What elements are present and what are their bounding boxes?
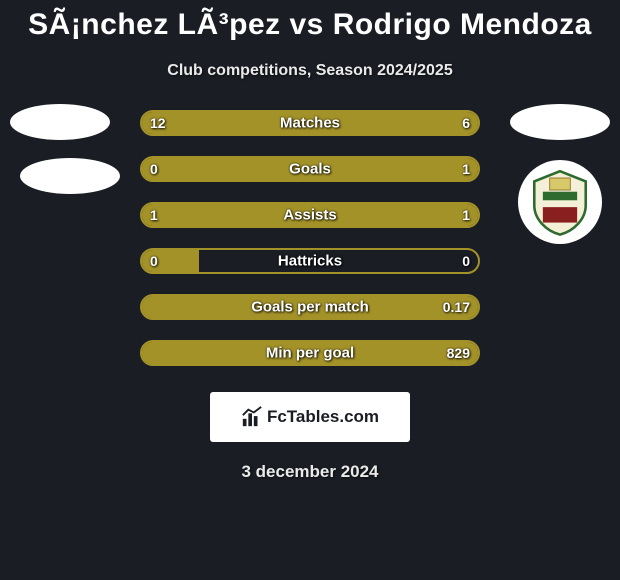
source-logo: FcTables.com bbox=[210, 392, 410, 442]
stat-row: Assists11 bbox=[140, 202, 480, 228]
player1-avatar-bottom bbox=[20, 158, 120, 194]
bar-fill-right bbox=[366, 112, 478, 134]
stats-area: Matches126 Goals01 Assists11 Hattricks00 Goa… bbox=[0, 110, 620, 366]
bar-fill-left bbox=[142, 112, 366, 134]
bar-track bbox=[140, 340, 480, 366]
stat-row: Matches126 bbox=[140, 110, 480, 136]
chart-icon bbox=[241, 406, 263, 428]
stat-row: Min per goal829 bbox=[140, 340, 480, 366]
date-label: 3 december 2024 bbox=[0, 462, 620, 482]
bar-track bbox=[140, 294, 480, 320]
bar-track bbox=[140, 110, 480, 136]
bar-fill-left bbox=[142, 204, 310, 226]
player2-club-crest bbox=[518, 160, 602, 244]
bar-fill-right bbox=[142, 342, 478, 364]
stat-row: Hattricks00 bbox=[140, 248, 480, 274]
logo-text: FcTables.com bbox=[267, 407, 379, 427]
bar-track bbox=[140, 248, 480, 274]
stat-bars: Matches126 Goals01 Assists11 Hattricks00 Goa… bbox=[140, 110, 480, 366]
player2-avatar-top bbox=[510, 104, 610, 140]
comparison-infographic: SÃ¡nchez LÃ³pez vs Rodrigo Mendoza Club … bbox=[0, 0, 620, 482]
subtitle: Club competitions, Season 2024/2025 bbox=[0, 62, 620, 80]
page-title: SÃ¡nchez LÃ³pez vs Rodrigo Mendoza bbox=[0, 8, 620, 42]
club-crest-icon bbox=[524, 166, 596, 238]
stat-row: Goals01 bbox=[140, 156, 480, 182]
bar-track bbox=[140, 202, 480, 228]
player1-avatar-top bbox=[10, 104, 110, 140]
stat-row: Goals per match0.17 bbox=[140, 294, 480, 320]
bar-fill-right bbox=[142, 158, 478, 180]
bar-fill-left bbox=[142, 250, 199, 272]
bar-fill-right bbox=[310, 204, 478, 226]
bar-fill-right bbox=[142, 296, 478, 318]
bar-track bbox=[140, 156, 480, 182]
